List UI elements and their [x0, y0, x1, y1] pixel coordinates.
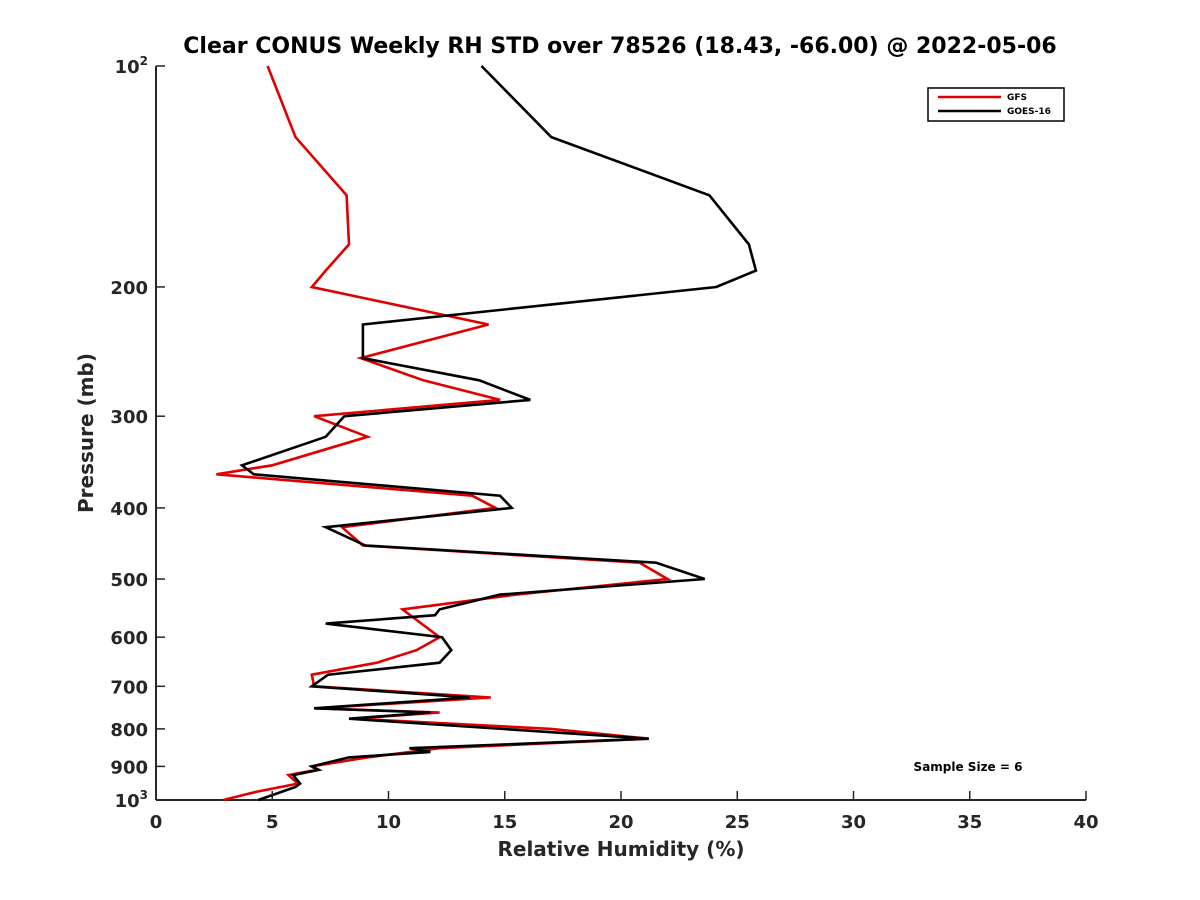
x-tick-label: 0	[150, 812, 163, 833]
legend-label-gfs: GFS	[1007, 93, 1027, 103]
legend-box	[927, 87, 1065, 122]
legend-label-goes-16: GOES-16	[1007, 107, 1051, 117]
y-tick-label: 103	[115, 788, 148, 812]
y-tick-label: 900	[110, 757, 148, 778]
x-tick-label: 25	[725, 812, 750, 833]
sample-size-annotation: Sample Size = 6	[914, 760, 1023, 774]
x-tick-label: 10	[376, 812, 401, 833]
y-tick-label: 300	[110, 407, 148, 428]
x-axis-ticks: 0 5 10 15 20 25 30 35 40	[150, 791, 1099, 833]
series-line-gfs	[216, 65, 672, 802]
y-tick-label: 102	[115, 54, 148, 78]
series-layer	[216, 65, 758, 802]
y-axis-ticks: 102 200 300 400 500 600 700 800 900 103	[110, 54, 165, 812]
y-tick-label: 500	[110, 570, 148, 591]
plot-area	[155, 66, 1086, 801]
y-tick-label: 200	[110, 278, 148, 299]
y-tick-label: 600	[110, 628, 148, 649]
y-tick-label: 800	[110, 720, 148, 741]
x-tick-label: 15	[492, 812, 517, 833]
x-tick-label: 30	[841, 812, 866, 833]
x-tick-label: 20	[608, 812, 633, 833]
x-tick-label: 40	[1073, 812, 1098, 833]
x-tick-label: 35	[957, 812, 982, 833]
series-line-goes-16	[239, 65, 758, 802]
chart-title: Clear CONUS Weekly RH STD over 78526 (18…	[183, 34, 1056, 59]
legend: GFS GOES-16	[927, 87, 1065, 122]
x-axis-label: Relative Humidity (%)	[497, 837, 744, 861]
y-axis-label: Pressure (mb)	[74, 353, 98, 513]
y-tick-label: 400	[110, 499, 148, 520]
x-tick-label: 5	[266, 812, 279, 833]
y-tick-label: 700	[110, 677, 148, 698]
